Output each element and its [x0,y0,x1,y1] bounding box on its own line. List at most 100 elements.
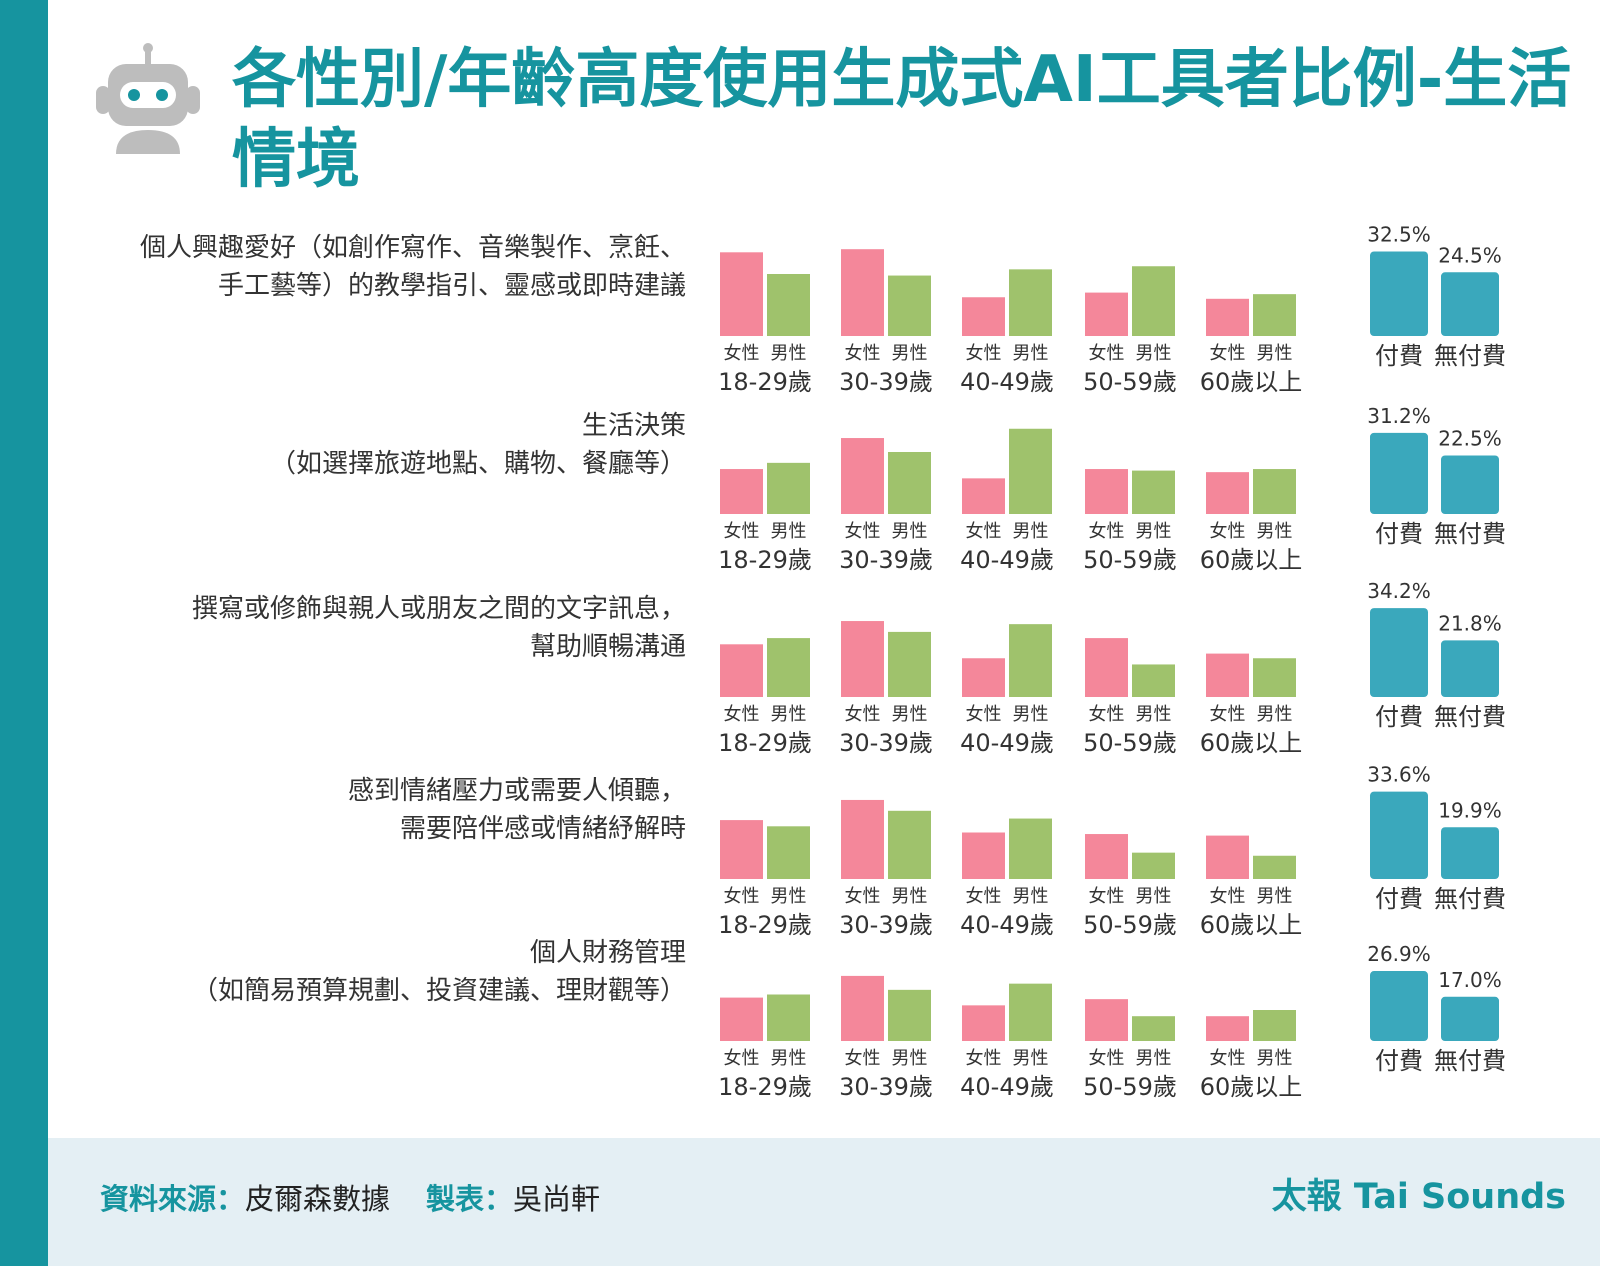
bar-female [1085,638,1128,697]
gender-label-female: 女性 [724,343,760,364]
paid-value-label: 34.2% [1367,579,1431,603]
gender-label-female: 女性 [845,521,881,542]
gender-label-male: 男性 [1136,886,1172,907]
plan-label-paid: 付費 [1375,703,1423,731]
gender-label-female: 女性 [845,886,881,907]
gender-label-female: 女性 [1089,521,1125,542]
bar-male [1009,428,1052,514]
usage-chart: 個人興趣愛好（如創作寫作、音樂製作、烹飪、手工藝等）的教學指引、靈感或即時建議女… [140,223,1506,1102]
bar-male [1132,1016,1175,1041]
plan-label-unpaid: 無付費 [1434,703,1506,731]
bar-male [1132,852,1175,879]
gender-label-female: 女性 [1210,1048,1246,1069]
bar-male [1009,269,1052,336]
gender-label-male: 男性 [1136,343,1172,364]
bar-female [720,997,763,1041]
bar-female [962,832,1005,879]
bar-female [962,297,1005,336]
bar-male [888,275,931,336]
bar-male [888,631,931,697]
gender-label-female: 女性 [1089,1048,1125,1069]
bar-paid [1370,791,1428,879]
left-accent-bar [0,0,48,1266]
age-group-label: 18-29歲 [718,729,812,757]
source-credit: 資料來源：皮爾森數據 製表：吳尚軒 [100,1176,600,1218]
footer: 資料來源：皮爾森數據 製表：吳尚軒 太報 Tai Sounds [48,1138,1600,1266]
bar-female [1206,1016,1249,1041]
bar-female [962,478,1005,514]
age-group-label: 18-29歲 [718,546,812,574]
bar-male [1132,664,1175,697]
bar-female [1085,292,1128,336]
gender-label-female: 女性 [966,521,1002,542]
bar-female [1085,834,1128,879]
bar-male [767,638,810,697]
plan-label-paid: 付費 [1375,520,1423,548]
gender-label-male: 男性 [771,521,807,542]
age-group-label: 18-29歲 [718,368,812,396]
paid-value-label: 31.2% [1367,404,1431,428]
maker-value: 吳尚軒 [513,1182,601,1216]
paid-value-label: 26.9% [1367,942,1431,966]
age-group-label: 30-39歲 [839,368,933,396]
gender-label-male: 男性 [771,343,807,364]
gender-label-female: 女性 [845,704,881,725]
plan-label-paid: 付費 [1375,342,1423,370]
age-group-label: 40-49歲 [960,368,1054,396]
bar-male [767,826,810,879]
gender-label-female: 女性 [966,886,1002,907]
gender-label-male: 男性 [1136,704,1172,725]
age-group-label: 60歲以上 [1200,911,1303,939]
bar-female [841,438,884,514]
gender-label-female: 女性 [1210,521,1246,542]
gender-label-female: 女性 [1089,886,1125,907]
plan-label-unpaid: 無付費 [1434,342,1506,370]
gender-label-male: 男性 [892,1048,928,1069]
gender-label-female: 女性 [966,343,1002,364]
age-group-label: 50-59歲 [1083,1073,1177,1101]
gender-label-male: 男性 [771,1048,807,1069]
gender-label-male: 男性 [771,704,807,725]
age-group-label: 50-59歲 [1083,368,1177,396]
bar-female [1085,999,1128,1041]
bar-male [888,989,931,1041]
bar-male [1253,855,1296,879]
gender-label-male: 男性 [771,886,807,907]
row-label: 撰寫或修飾與親人或朋友之間的文字訊息， [192,594,686,624]
bar-male [888,810,931,879]
bar-female [841,249,884,336]
gender-label-female: 女性 [845,343,881,364]
paid-value-label: 33.6% [1367,763,1431,787]
bar-female [720,252,763,336]
gender-label-female: 女性 [966,1048,1002,1069]
bar-paid [1370,432,1428,514]
gender-label-female: 女性 [724,704,760,725]
plan-label-paid: 付費 [1375,1047,1423,1075]
bar-unpaid [1441,996,1499,1041]
age-group-label: 40-49歲 [960,1073,1054,1101]
bar-female [720,644,763,697]
bar-female [1206,298,1249,336]
bar-female [962,658,1005,697]
bar-paid [1370,608,1428,697]
gender-label-female: 女性 [1210,343,1246,364]
gender-label-male: 男性 [1257,886,1293,907]
row-label: 需要陪伴感或情緒紓解時 [400,814,686,844]
bar-male [767,274,810,336]
row-label: 手工藝等）的教學指引、靈感或即時建議 [218,271,686,301]
plan-label-unpaid: 無付費 [1434,885,1506,913]
age-group-label: 30-39歲 [839,1073,933,1101]
age-group-label: 60歲以上 [1200,368,1303,396]
gender-label-female: 女性 [966,704,1002,725]
bar-female [1206,472,1249,514]
gender-label-male: 男性 [892,704,928,725]
gender-label-male: 男性 [1257,343,1293,364]
gender-label-male: 男性 [1257,704,1293,725]
bar-female [841,799,884,879]
bar-female [962,1005,1005,1041]
row-label: 幫助順暢溝通 [530,632,686,662]
bar-unpaid [1441,827,1499,879]
gender-label-female: 女性 [845,1048,881,1069]
gender-label-male: 男性 [892,521,928,542]
row-label: （如簡易預算規劃、投資建議、理財觀等） [192,976,686,1006]
